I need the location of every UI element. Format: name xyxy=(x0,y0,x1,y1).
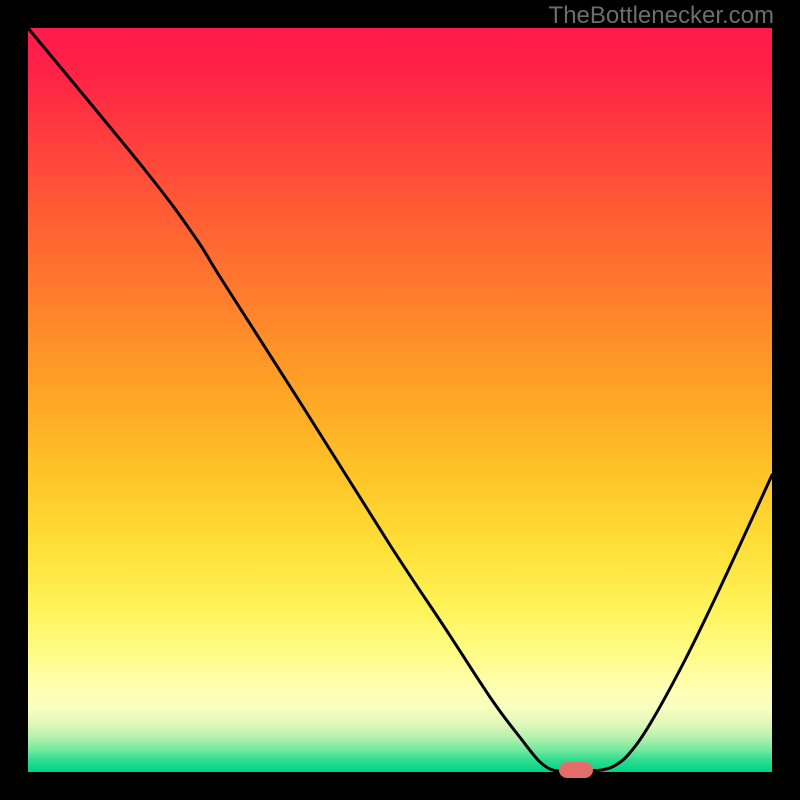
bottleneck-curve xyxy=(28,28,772,771)
watermark-text: TheBottlenecker.com xyxy=(549,2,774,30)
chart-frame: TheBottlenecker.com xyxy=(0,0,800,800)
optimum-marker xyxy=(559,762,593,778)
plot-svg xyxy=(0,0,800,800)
